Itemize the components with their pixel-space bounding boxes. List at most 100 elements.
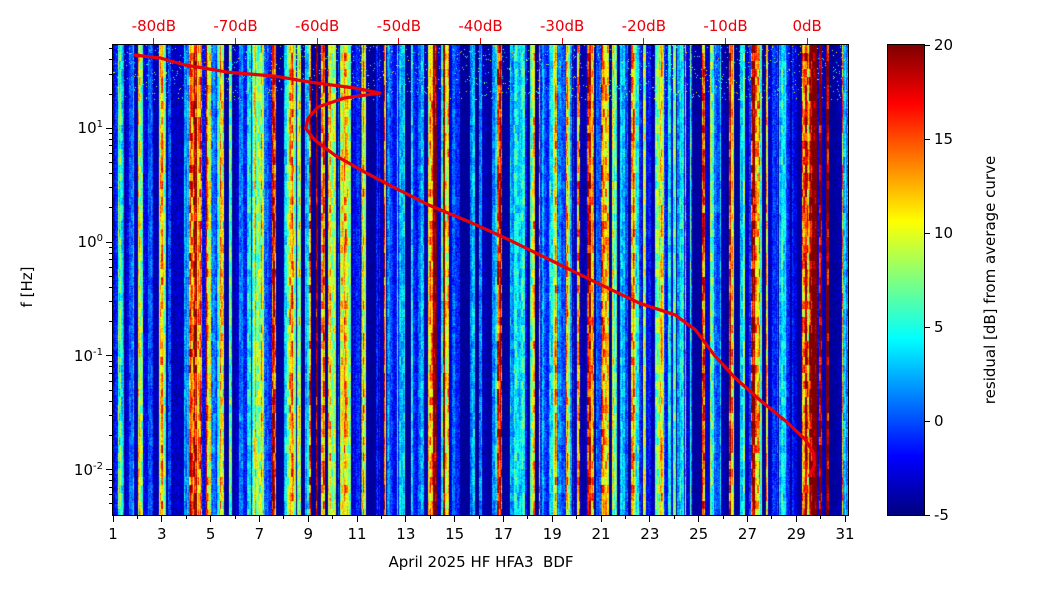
x-minor-tick-mark [624, 516, 626, 519]
y-minor-tick-mark [109, 73, 112, 75]
x-tick-label: 5 [205, 525, 216, 543]
top-tick-mark [153, 38, 155, 44]
y-minor-tick-mark [109, 162, 112, 164]
x-minor-tick-mark [527, 516, 529, 519]
x-tick-mark [844, 516, 846, 522]
y-minor-tick-mark [109, 414, 112, 416]
y-tick-mark [106, 127, 112, 129]
y-minor-tick-mark [109, 259, 112, 261]
y-minor-tick-mark [109, 93, 112, 95]
y-axis-label: f [Hz] [18, 266, 36, 308]
x-tick-label: 3 [157, 525, 167, 543]
y-minor-tick-mark [109, 59, 112, 61]
y-minor-tick-mark [109, 480, 112, 482]
x-tick-label: 27 [737, 525, 757, 543]
x-tick-label: 1 [108, 525, 118, 543]
top-tick-mark [235, 38, 236, 44]
top-db-tick-label: -60dB [295, 17, 340, 35]
x-tick-label: 9 [303, 525, 313, 543]
x-minor-tick-mark [722, 516, 724, 519]
x-minor-tick-mark [332, 516, 334, 519]
x-tick-label: 23 [640, 525, 660, 543]
x-tick-mark [112, 516, 114, 522]
y-minor-tick-mark [109, 173, 112, 175]
x-tick-mark [551, 516, 553, 522]
x-tick-mark [405, 516, 407, 522]
y-tick-label: 101 [77, 119, 103, 138]
x-tick-mark [746, 516, 748, 522]
colorbar-tick-mark [925, 232, 930, 234]
average-curve-overlay [133, 53, 817, 478]
colorbar-tick-mark [925, 514, 930, 516]
y-tick-mark [106, 241, 112, 243]
y-minor-tick-mark [109, 380, 112, 382]
top-tick-mark [725, 38, 726, 44]
x-tick-mark [502, 516, 504, 522]
y-minor-tick-mark [109, 434, 112, 436]
top-tick-mark [316, 38, 318, 44]
x-tick-label: 29 [786, 525, 806, 543]
x-tick-label: 21 [591, 525, 611, 543]
colorbar-tick-mark [925, 138, 930, 140]
x-tick-mark [649, 516, 651, 522]
y-minor-tick-mark [109, 494, 112, 496]
top-db-tick-label: -70dB [213, 17, 258, 35]
y-minor-tick-mark [109, 301, 112, 303]
x-minor-tick-mark [478, 516, 480, 519]
average-curve-path [133, 53, 817, 478]
x-tick-label: 15 [445, 525, 465, 543]
x-minor-tick-mark [429, 516, 431, 519]
x-minor-tick-mark [283, 516, 285, 519]
top-db-tick-label: -80dB [131, 17, 176, 35]
y-tick-mark [106, 469, 112, 471]
y-tick-label: 100 [77, 233, 103, 252]
y-minor-tick-mark [109, 474, 112, 476]
x-tick-label: 25 [689, 525, 709, 543]
spectrogram-heatmap [113, 45, 848, 515]
top-db-tick-label: -10dB [703, 17, 748, 35]
x-tick-mark [210, 516, 212, 522]
x-minor-tick-mark [234, 516, 236, 519]
y-minor-tick-mark [109, 373, 112, 375]
y-tick-mark [106, 355, 112, 357]
colorbar-tick-label: 10 [934, 224, 954, 242]
y-minor-tick-mark [109, 145, 112, 147]
x-tick-label: 7 [254, 525, 265, 543]
y-tick-label: 10-1 [73, 346, 103, 365]
x-axis-label: April 2025 HF HFA3 BDF [388, 553, 574, 571]
x-minor-tick-mark [380, 516, 382, 519]
top-tick-mark [643, 38, 645, 44]
x-tick-mark [307, 516, 309, 522]
y-minor-tick-mark [109, 187, 112, 189]
top-db-tick-label: 0dB [792, 17, 822, 35]
y-minor-tick-mark [109, 486, 112, 488]
x-tick-mark [161, 516, 163, 522]
x-tick-label: 11 [347, 525, 367, 543]
top-db-tick-label: -20dB [621, 17, 666, 35]
x-minor-tick-mark [136, 516, 138, 519]
top-tick-mark [480, 38, 481, 44]
x-minor-tick-mark [673, 516, 675, 519]
x-minor-tick-mark [576, 516, 578, 519]
y-minor-tick-mark [109, 138, 112, 140]
x-tick-label: 13 [396, 525, 416, 543]
colorbar-tick-label: 0 [934, 412, 944, 430]
x-minor-tick-mark [820, 516, 822, 519]
y-minor-tick-mark [109, 360, 112, 362]
colorbar-tick-mark [925, 44, 930, 46]
x-tick-mark [258, 516, 260, 522]
y-minor-tick-mark [109, 266, 112, 268]
y-tick-label: 10-2 [73, 460, 103, 479]
y-minor-tick-mark [109, 207, 112, 209]
y-minor-tick-mark [109, 366, 112, 368]
x-tick-mark [356, 516, 358, 522]
x-tick-label: 19 [542, 525, 562, 543]
y-minor-tick-mark [109, 133, 112, 135]
y-minor-tick-mark [109, 400, 112, 402]
x-minor-tick-mark [185, 516, 187, 519]
top-db-tick-label: -50dB [376, 17, 421, 35]
y-minor-tick-mark [109, 246, 112, 248]
top-tick-mark [398, 38, 400, 44]
x-tick-mark [600, 516, 602, 522]
